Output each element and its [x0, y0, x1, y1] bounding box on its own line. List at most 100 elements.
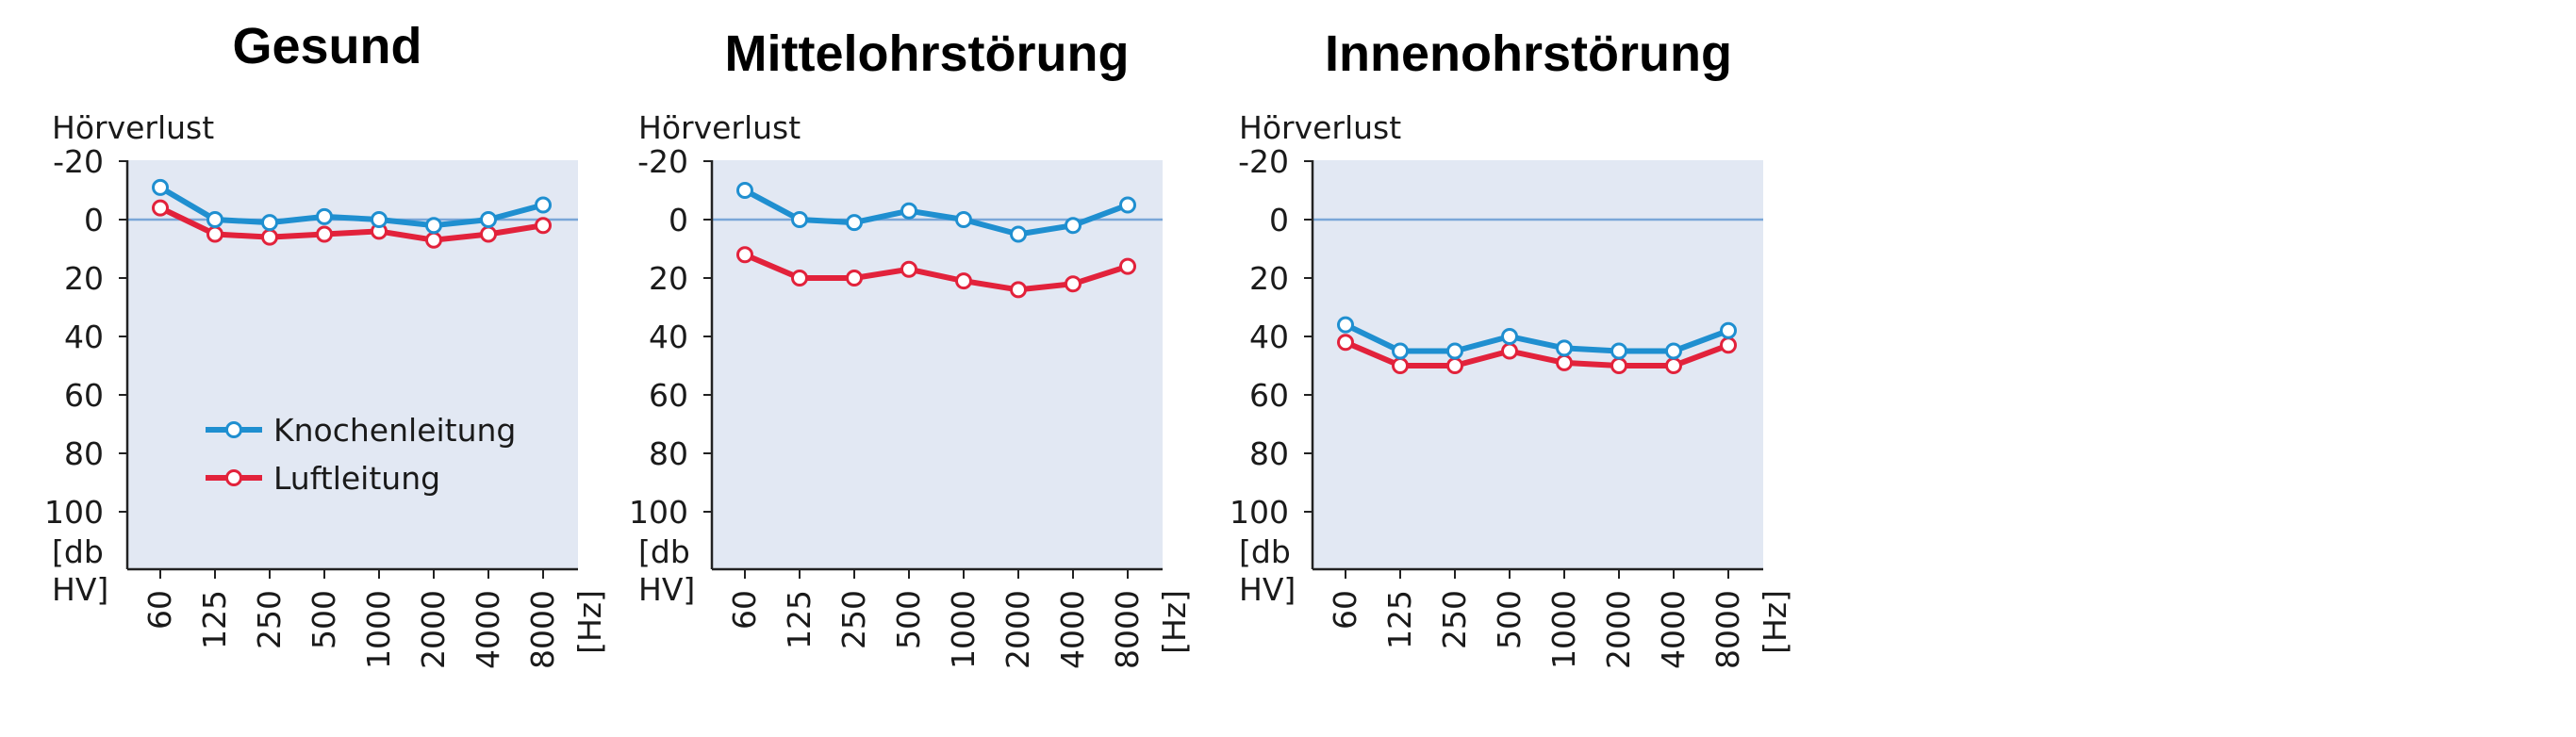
y-unit-label: HV] [52, 571, 108, 608]
y-tick-label: 100 [1230, 494, 1289, 531]
data-point-knochenleitung [1665, 342, 1682, 360]
y-axis-label: Hörverlust [1239, 109, 1401, 146]
data-point-luftleitung [535, 217, 552, 235]
x-tick-label: 500 [890, 590, 927, 649]
data-point-luftleitung [736, 246, 753, 264]
data-point-knochenleitung [1556, 339, 1573, 357]
x-tick-label: 2000 [999, 590, 1036, 669]
data-point-luftleitung [791, 270, 808, 287]
x-tick-label: 4000 [470, 590, 506, 669]
data-point-knochenleitung [152, 178, 169, 196]
data-point-knochenleitung [955, 211, 972, 228]
data-point-luftleitung [316, 225, 333, 243]
data-point-luftleitung [1501, 342, 1518, 360]
x-unit-label: [Hz] [1156, 590, 1193, 654]
x-tick-label: 500 [1491, 590, 1527, 649]
data-point-knochenleitung [206, 211, 223, 228]
x-tick-label: 8000 [1109, 590, 1146, 669]
y-unit-label: HV] [638, 571, 695, 608]
data-point-luftleitung [955, 272, 972, 290]
x-tick-label: 500 [305, 590, 342, 649]
x-tick-label: 250 [835, 590, 872, 649]
y-tick-label: 20 [649, 260, 688, 297]
y-tick-label: 0 [669, 202, 688, 238]
y-unit-label: HV] [1239, 571, 1296, 608]
data-point-luftleitung [152, 199, 169, 217]
x-tick-label: 60 [1327, 590, 1363, 630]
data-point-knochenleitung [1337, 316, 1354, 334]
data-point-knochenleitung [480, 211, 497, 228]
data-point-knochenleitung [371, 211, 388, 228]
data-point-knochenleitung [261, 214, 278, 232]
data-point-luftleitung [425, 231, 442, 249]
data-point-knochenleitung [1720, 321, 1737, 339]
data-point-knochenleitung [535, 196, 552, 214]
data-point-knochenleitung [1010, 225, 1027, 243]
y-tick-label: 40 [649, 319, 688, 355]
data-point-luftleitung [1446, 357, 1463, 374]
x-tick-label: 1000 [945, 590, 982, 669]
y-tick-label: 0 [1269, 202, 1289, 238]
data-point-knochenleitung [1446, 342, 1463, 360]
data-point-luftleitung [1010, 281, 1027, 299]
x-tick-label: 2000 [415, 590, 452, 669]
data-point-luftleitung [900, 260, 917, 278]
y-tick-label: 60 [64, 377, 104, 414]
data-point-luftleitung [1119, 257, 1136, 275]
y-tick-label: -20 [637, 143, 688, 180]
series-line-knochenleitung [158, 185, 544, 229]
chart-title: Innenohrstörung [1325, 25, 1732, 82]
y-tick-label: 40 [64, 319, 104, 355]
y-tick-label: 100 [629, 494, 688, 531]
y-tick-label: -20 [1238, 143, 1289, 180]
y-axis-label: Hörverlust [52, 109, 214, 146]
legend: Knochenleitung Luftleitung [206, 412, 516, 497]
data-point-luftleitung [1665, 357, 1682, 374]
x-tick-label: 125 [196, 590, 233, 649]
y-tick-label: 80 [1249, 435, 1289, 472]
legend-label-luftleitung: Luftleitung [273, 460, 440, 497]
chart-title: Gesund [232, 18, 421, 74]
data-point-knochenleitung [1610, 342, 1627, 360]
data-point-luftleitung [1720, 336, 1737, 354]
x-tick-label: 2000 [1600, 590, 1637, 669]
y-unit-label: [db [52, 533, 104, 570]
x-tick-label: 1000 [1545, 590, 1582, 669]
data-point-knochenleitung [846, 214, 863, 232]
data-point-luftleitung [1392, 357, 1409, 374]
legend-marker-knochenleitung [225, 421, 242, 438]
data-point-knochenleitung [791, 211, 808, 228]
data-point-knochenleitung [1501, 328, 1518, 345]
data-point-luftleitung [480, 225, 497, 243]
audiogram-panel-3: Innenohrstörung Hörverlust-20 0 20 40 60 80 100… [1230, 25, 1793, 669]
x-tick-label: 8000 [524, 590, 561, 669]
series-line-luftleitung [158, 205, 544, 243]
x-tick-label: 60 [141, 590, 178, 630]
series-line-knochenleitung [743, 188, 1130, 237]
y-tick-label: 60 [1249, 377, 1289, 414]
legend-marker-luftleitung [225, 469, 242, 486]
data-point-luftleitung [846, 270, 863, 287]
data-point-luftleitung [1610, 357, 1627, 374]
data-point-luftleitung [1556, 353, 1573, 371]
x-unit-label: [Hz] [1757, 590, 1793, 654]
data-point-knochenleitung [1065, 217, 1082, 235]
data-point-knochenleitung [736, 182, 753, 199]
x-unit-label: [Hz] [571, 590, 608, 654]
y-tick-label: 100 [44, 494, 104, 531]
y-tick-label: 80 [64, 435, 104, 472]
data-point-luftleitung [1065, 275, 1082, 293]
data-point-luftleitung [261, 228, 278, 246]
y-tick-label: 0 [84, 202, 104, 238]
y-tick-label: 60 [649, 377, 688, 414]
legend-label-knochenleitung: Knochenleitung [273, 412, 516, 449]
y-tick-label: 40 [1249, 319, 1289, 355]
x-tick-label: 125 [781, 590, 817, 649]
y-unit-label: [db [1239, 533, 1291, 570]
y-unit-label: [db [638, 533, 690, 570]
data-point-knochenleitung [425, 217, 442, 235]
data-point-knochenleitung [316, 207, 333, 225]
x-tick-label: 1000 [360, 590, 397, 669]
data-point-luftleitung [1337, 334, 1354, 352]
